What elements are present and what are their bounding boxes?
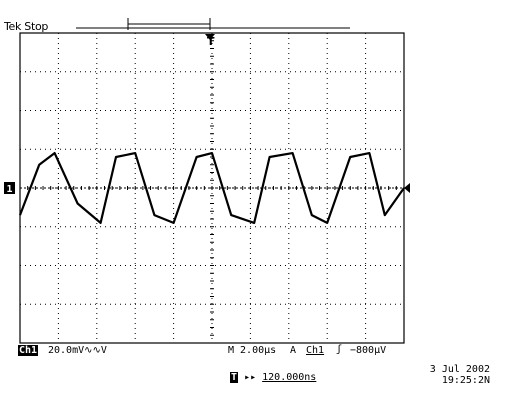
timebase-readout: M 2.00µs <box>228 345 277 356</box>
acquisition-status: Tek Stop <box>4 20 49 33</box>
ch1-waveform <box>18 152 405 224</box>
trigger-mode: A <box>290 345 297 356</box>
trigger-arrow-icon <box>205 34 215 40</box>
timestamp: 3 Jul 2002 19:25:2N <box>430 364 490 386</box>
ch1-scale-suffix: ∿∿V <box>84 345 107 356</box>
date-text: 3 Jul 2002 <box>429 364 490 375</box>
trigger-level: −800µV <box>350 345 387 356</box>
trigger-slope-icon: ʃ <box>336 344 343 355</box>
ch1-ground-marker <box>4 182 15 194</box>
trigger-position-arrow: ▸▸ <box>244 372 257 383</box>
ch1-ground-label: 1 <box>7 184 13 195</box>
ch1-scale: 20.0mV∿∿V <box>48 345 107 356</box>
trigger-channel: Ch1 <box>306 345 325 356</box>
trigger-position-value: 120.000ns <box>262 372 317 383</box>
ch1-scale-value: 20.0mV <box>48 345 85 356</box>
ch1-label: Ch1 <box>18 345 39 356</box>
trigger-position-readout: T ▸▸ 120.000ns <box>230 372 316 383</box>
time-text: 19:25:2N <box>441 375 490 386</box>
trigger-position-icon: T <box>230 372 239 383</box>
trigger-level-icon <box>404 183 410 193</box>
trigger-marker: T <box>207 35 215 48</box>
